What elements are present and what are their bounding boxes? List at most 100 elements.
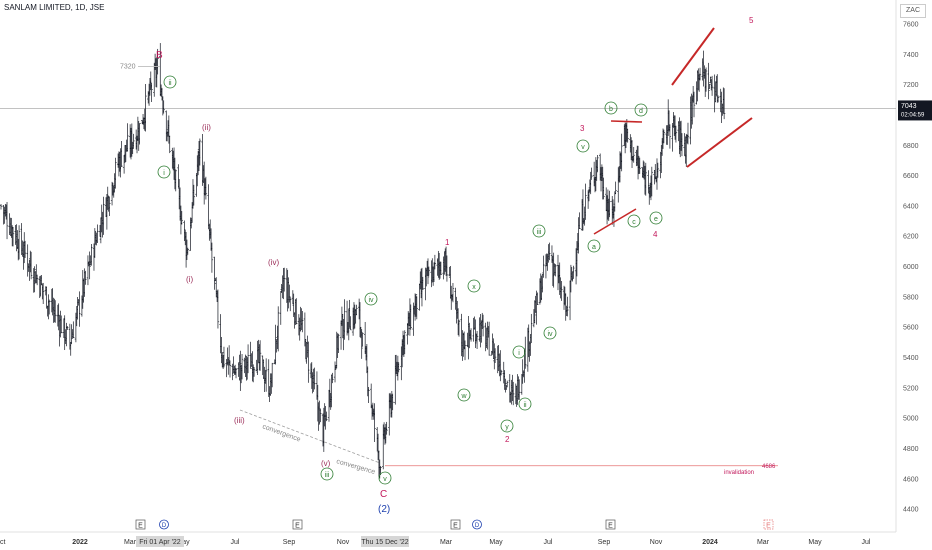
wave-label-paren-i: (i) (186, 275, 193, 284)
time-tick-label: Mar (440, 539, 453, 546)
crosshair-date-badge (361, 536, 409, 547)
svg-text:v: v (383, 476, 387, 483)
price-tick-label: 6000 (903, 264, 919, 271)
svg-text:c: c (632, 219, 636, 226)
dividend-marker-2: D (472, 519, 482, 530)
price-tick-label: 7600 (903, 22, 919, 29)
price-tick-label: 6400 (903, 203, 919, 210)
svg-text:i: i (163, 170, 165, 177)
crosshair-date-label: Fri 01 Apr '22 (139, 539, 181, 546)
time-tick-label: May (489, 539, 503, 546)
circle-iv-2: iv (543, 326, 557, 340)
convergence-line (239, 409, 381, 464)
price-tick-label: 5200 (903, 385, 919, 392)
svg-text:iii: iii (325, 472, 330, 479)
time-tick-label: Nov (650, 539, 663, 546)
svg-text:d: d (639, 108, 643, 115)
svg-text:E: E (766, 523, 771, 530)
earnings-marker-2: E (292, 519, 303, 530)
price-tick-label: 4600 (903, 476, 919, 483)
triangle-line-upper-2 (671, 27, 715, 86)
circle-y: y (500, 419, 514, 433)
svg-text:D: D (475, 523, 480, 529)
circle-x: x (467, 279, 481, 293)
time-tick-label: Nov (337, 539, 350, 546)
circle-iii-low: iii (320, 467, 334, 481)
wave-label-2: 2 (505, 435, 510, 444)
circled-wave-labels: i ii iii v iv w x y i ii iii iv v a b c … (157, 75, 663, 485)
wave-label-2-major: (2) (378, 504, 390, 515)
earnings-marker-4: E (605, 519, 616, 530)
time-tick-label: May (808, 539, 822, 546)
dividend-marker-1: D (159, 519, 169, 530)
svg-text:E: E (138, 523, 143, 530)
wave-label-1: 1 (445, 238, 450, 247)
wave-label-4: 4 (653, 230, 658, 239)
price-tick-label: 7400 (903, 52, 919, 59)
svg-text:ii: ii (523, 402, 527, 409)
wave-label-3: 3 (580, 124, 585, 133)
wave-label-paren-ii: (ii) (202, 123, 211, 132)
time-tick-label: 2022 (72, 539, 88, 546)
price-tick-label: 6600 (903, 173, 919, 180)
circle-ii-top: ii (163, 75, 177, 89)
svg-text:b: b (609, 106, 613, 113)
crosshair-date-label: Thu 15 Dec '22 (361, 539, 408, 546)
price-tick-label: 4400 (903, 507, 919, 514)
svg-text:iv: iv (547, 331, 553, 338)
last-price-badge (898, 100, 932, 121)
bar-countdown: 02:04:59 (901, 112, 925, 118)
svg-text:iii: iii (537, 229, 542, 236)
time-tick-label: Jul (231, 539, 240, 546)
crosshair-date-badge (136, 536, 184, 547)
circle-ii-2: ii (518, 397, 532, 411)
invalidation-label: invalidation (724, 470, 754, 476)
svg-text:E: E (608, 523, 613, 530)
convergence-label-1: convergence (261, 423, 301, 443)
price-tick-label: 5600 (903, 325, 919, 332)
currency-badge[interactable]: ZAC (900, 4, 926, 18)
svg-text:a: a (592, 244, 596, 251)
price-tick-label: 6800 (903, 143, 919, 150)
earnings-marker-3: E (450, 519, 461, 530)
price-axis[interactable] (896, 0, 932, 532)
circle-i-2: i (512, 345, 526, 359)
convergence-label-2: convergence (335, 458, 376, 476)
circle-v-2: v (576, 139, 590, 153)
wave-label-B: B (156, 50, 163, 61)
triangle-line-lower-2 (686, 117, 753, 168)
time-tick-label: 2024 (702, 539, 718, 546)
price-tick-label: 7200 (903, 82, 919, 89)
svg-text:w: w (460, 393, 467, 400)
event-markers[interactable]: E D E E D E E (135, 519, 774, 530)
svg-text:x: x (472, 284, 476, 291)
price-axis-ticks: 4400 4600 4800 5000 5200 5400 5600 5800 6000 6200… (903, 22, 919, 514)
circle-i-top: i (157, 165, 171, 179)
last-price-value: 7043 (901, 103, 917, 110)
time-tick-label: Sep (283, 539, 296, 546)
price-tick-label: 5800 (903, 294, 919, 301)
invalidation-value: 4686 (762, 464, 776, 470)
time-tick-label: Jul (862, 539, 871, 546)
high-marker-value: 7320 (120, 63, 136, 70)
time-tick-label: Mar (757, 539, 770, 546)
time-tick-label: Mar (124, 539, 137, 546)
circle-b: b (604, 101, 618, 115)
wave-label-paren-iii: (iii) (234, 416, 245, 425)
wave-label-paren-v: (v) (321, 459, 331, 468)
wave-label-5: 5 (749, 16, 754, 25)
svg-text:E: E (453, 523, 458, 530)
circle-iv-mid: iv (364, 292, 378, 306)
triangle-line-lower-1 (593, 208, 637, 235)
symbol-title[interactable]: SANLAM LIMITED, 1D, JSE (4, 3, 105, 12)
time-tick-label: ct (0, 539, 6, 546)
price-tick-label: 4800 (903, 446, 919, 453)
time-axis-ticks: ct2022MarMayJulSepNov2023MarMayJulSepNov… (0, 536, 871, 547)
svg-text:D: D (162, 523, 167, 529)
triangle-line-upper-1 (610, 120, 643, 123)
svg-text:i: i (518, 350, 520, 357)
time-tick-label: Sep (598, 539, 611, 546)
circle-a: a (587, 239, 601, 253)
price-tick-label: 6200 (903, 234, 919, 241)
